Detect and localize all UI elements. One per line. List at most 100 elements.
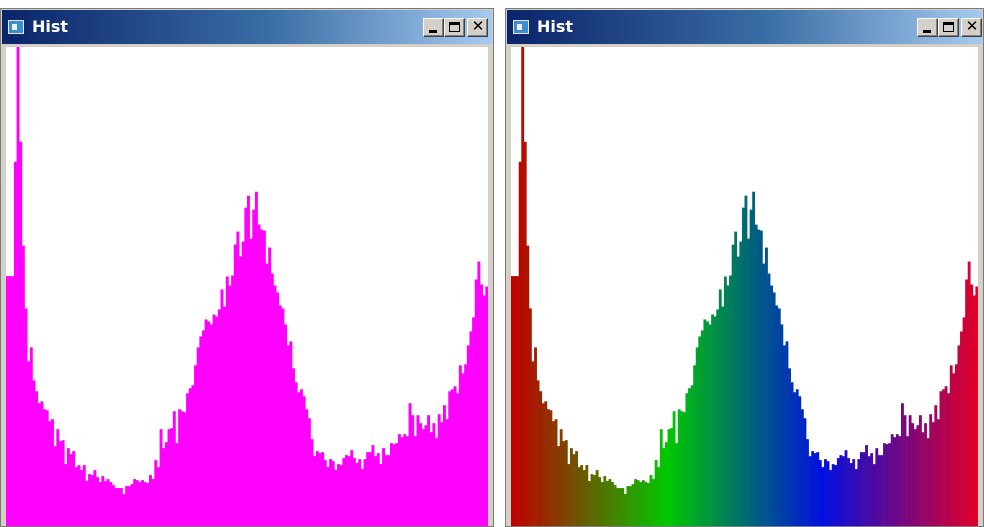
histogram-bar [114,488,118,526]
histogram-bar [207,321,211,526]
maximize-button[interactable] [444,18,465,37]
app-window-icon[interactable] [513,20,529,34]
histogram-bar [716,309,720,526]
histogram-bar [916,425,920,526]
histogram-bar [313,456,317,526]
histogram-bar [711,314,714,526]
histogram-bar [458,365,462,526]
histogram-bar [90,475,94,526]
histogram-bar [834,465,838,526]
histogram-bar [265,263,269,526]
app-window-icon[interactable] [8,20,24,34]
histogram-bar [72,451,76,526]
histogram-bar [960,331,963,526]
histogram-bar [485,286,488,526]
histogram-bar [329,459,333,526]
histogram-bar [217,309,221,526]
close-button[interactable]: ✕ [467,18,488,37]
histogram-bar [552,421,555,526]
close-button[interactable]: ✕ [961,18,982,37]
maximize-icon [943,22,954,32]
histogram-bar [82,465,86,526]
histogram-bar [342,458,346,526]
histogram-bar [713,316,717,526]
histogram-bar [580,465,584,526]
histogram-bar [397,434,401,526]
histogram-bar [363,459,367,526]
histogram-bar [334,470,338,526]
histogram-bar [154,460,158,526]
histogram-bar [611,482,614,526]
histogram-bar [559,429,563,526]
histogram-chart [511,47,978,526]
histogram-bar [480,284,483,526]
histogram-bar [337,464,340,526]
histogram-bar [821,467,825,526]
histogram-bar [427,415,431,526]
minimize-button[interactable] [917,18,938,37]
histogram-bar [875,448,879,526]
histogram-bar [231,275,235,526]
histogram-bar [88,474,92,526]
histogram-bar [96,477,99,526]
histogram-bar [554,419,558,526]
histogram-bar [466,345,470,526]
histogram-bar [911,423,915,526]
histogram-bar [331,461,335,526]
histogram-bar [138,482,142,526]
minimize-button[interactable] [423,18,444,37]
histogram-bar [816,452,820,526]
hist-window-2: Hist ✕ [505,8,984,527]
title-bar[interactable]: Hist ✕ [2,10,492,44]
histogram-bar [970,284,974,526]
histogram-bar [528,308,532,526]
histogram-bar [305,409,309,526]
title-bar[interactable]: Hist ✕ [507,10,982,44]
histogram-bar [318,453,322,526]
histogram-bar [371,445,375,526]
histogram-bar [942,389,945,526]
histogram-bar [534,347,537,526]
histogram-bar [585,465,589,526]
histogram-bar [747,238,750,526]
histogram-bar [836,458,840,526]
histogram-bar [270,273,274,526]
histogram-bar [395,443,399,526]
histogram-bar [151,479,155,526]
histogram-bar [339,465,343,526]
histogram-bar [421,429,425,526]
maximize-button[interactable] [938,18,959,37]
histogram-bar [13,161,17,526]
histogram-bar [125,486,129,526]
histogram-bar [461,373,465,526]
histogram-bar [572,454,576,526]
histogram-bar [965,279,969,526]
histogram-bar [600,482,604,526]
histogram-bar [186,393,190,526]
histogram-bar [741,207,745,526]
histogram-bar [204,319,208,526]
histogram-bar [644,482,648,526]
histogram-bar [872,464,876,526]
histogram-bar [654,460,658,526]
histogram-bar [877,455,881,526]
histogram-bar [360,469,364,526]
histogram-bar [947,393,951,526]
histogram-bar [870,453,874,526]
histogram-bar [662,448,666,526]
histogram-bar [690,385,694,526]
histogram-bar [623,494,627,526]
histogram-canvas [6,47,488,526]
histogram-bar [183,412,187,526]
histogram-bar [149,475,152,526]
histogram-bar [435,438,438,526]
histogram-bar [199,336,203,526]
histogram-bar [254,191,258,526]
histogram-bar [618,488,622,526]
histogram-bar [178,409,182,526]
histogram-bar [813,453,817,526]
histogram-bar [593,475,596,526]
histogram-bar [85,481,89,526]
window-title: Hist [537,17,574,36]
histogram-bar [867,456,871,526]
